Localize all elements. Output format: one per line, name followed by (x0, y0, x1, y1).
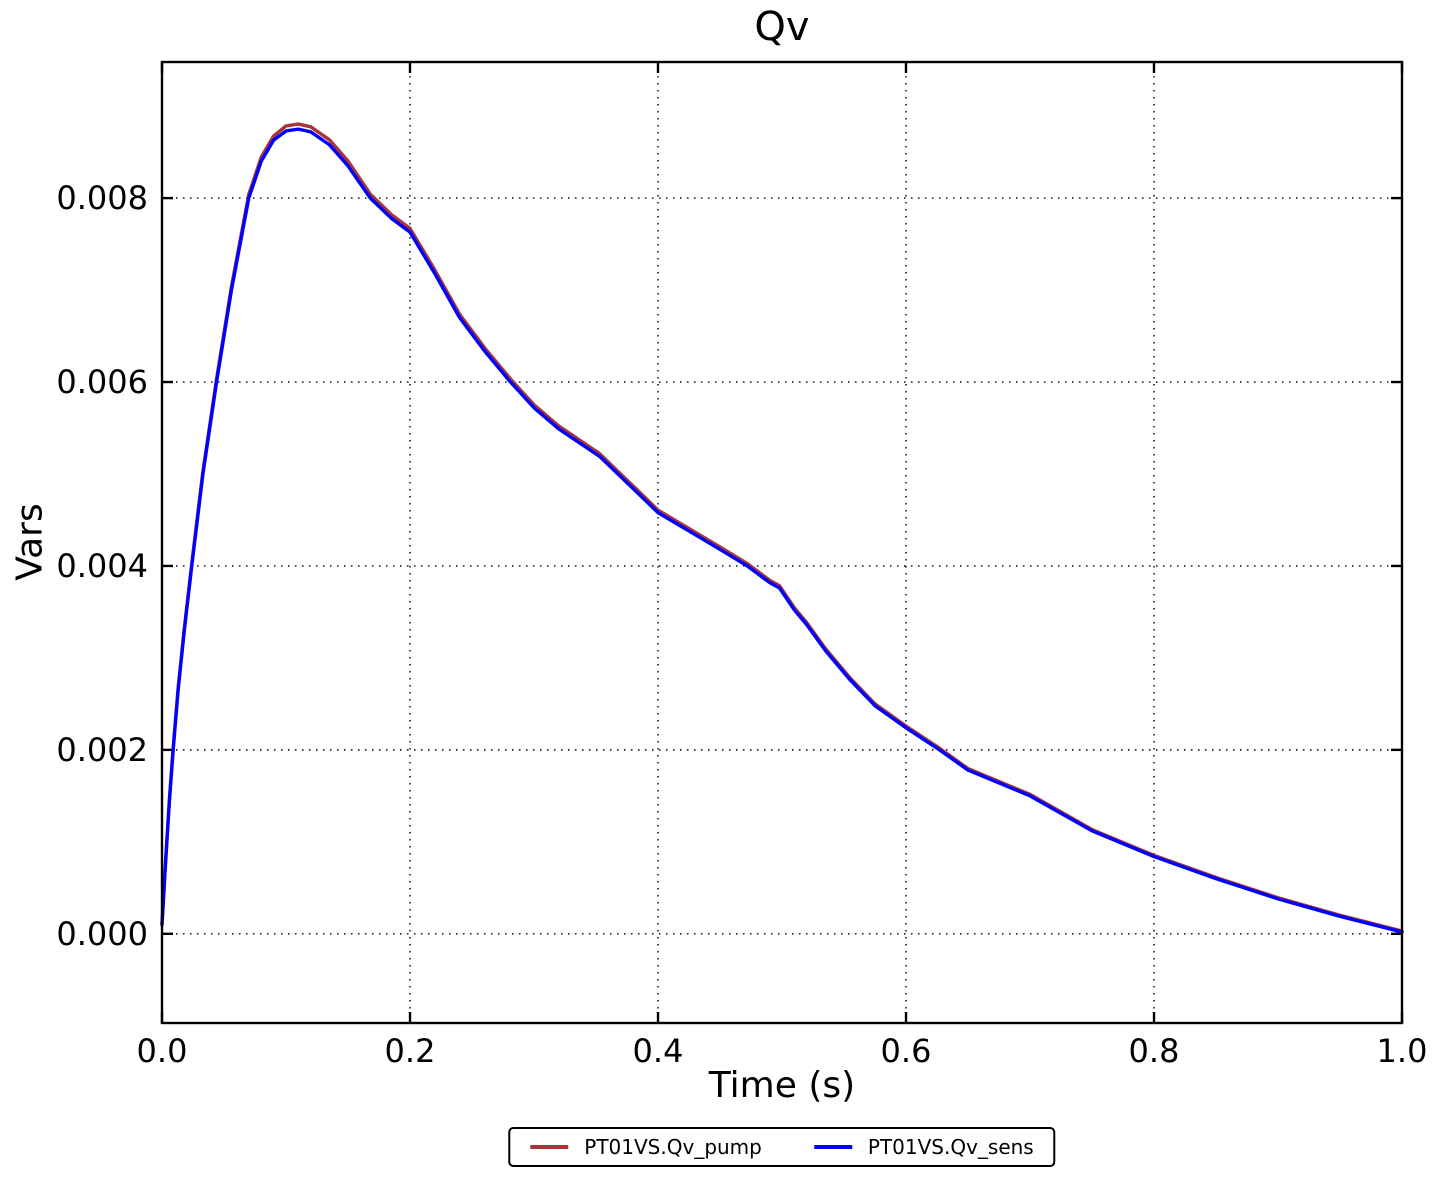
legend-label-pump: PT01VS.Qv_pump (584, 1135, 762, 1159)
series-line-pt01vs-qv-sens (160, 127, 1404, 934)
y-tick-label: 0.008 (56, 179, 148, 217)
legend-entry-pump: PT01VS.Qv_pump (530, 1135, 762, 1159)
x-tick-label: 0.0 (137, 1032, 188, 1070)
legend-line-sens-icon (813, 1145, 852, 1149)
series-line-pt01vs-qv-pump (160, 122, 1404, 933)
axes-frame (160, 60, 1404, 1025)
legend: PT01VS.Qv_pump PT01VS.Qv_sens (508, 1127, 1056, 1167)
legend-label-sens: PT01VS.Qv_sens (867, 1135, 1034, 1159)
legend-entry-sens: PT01VS.Qv_sens (813, 1135, 1034, 1159)
y-tick-label: 0.004 (56, 547, 148, 585)
y-tick-label: 0.000 (56, 915, 148, 953)
x-tick-label: 1.0 (1377, 1032, 1428, 1070)
legend-line-pump-icon (530, 1145, 569, 1149)
x-tick-label: 0.2 (385, 1032, 436, 1070)
x-tick-label: 0.6 (881, 1032, 932, 1070)
x-axis-label: Time (s) (708, 1065, 856, 1106)
chart-title: Qv (754, 4, 810, 50)
y-tick-label: 0.002 (56, 731, 148, 769)
y-tick-label: 0.006 (56, 363, 148, 401)
x-tick-label: 0.4 (633, 1032, 684, 1070)
y-axis-label: Vars (9, 503, 51, 581)
x-tick-label: 0.8 (1129, 1032, 1180, 1070)
